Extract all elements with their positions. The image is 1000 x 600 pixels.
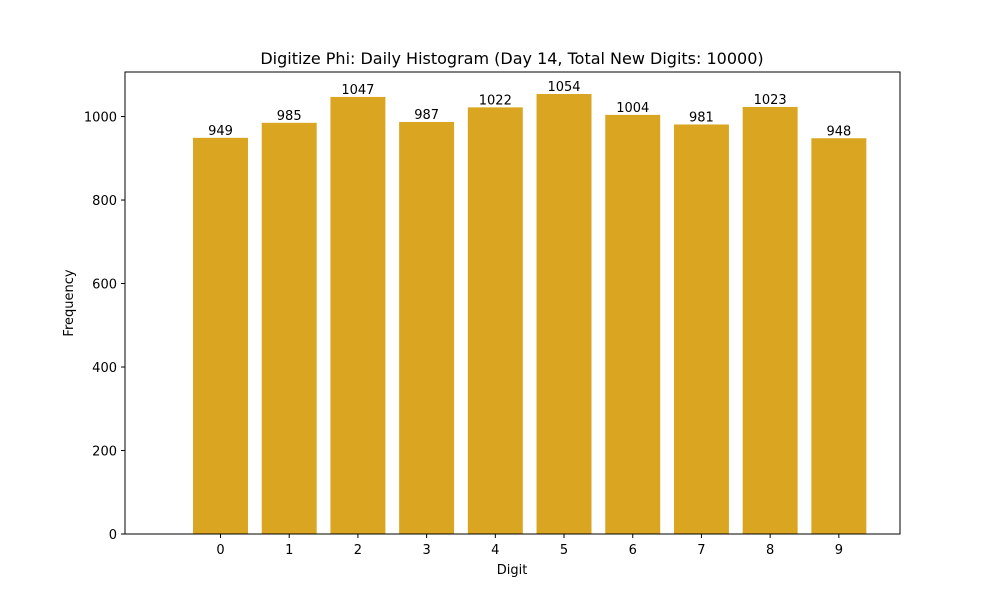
x-tick-label: 7 bbox=[697, 543, 705, 558]
x-tick-label: 5 bbox=[560, 543, 568, 558]
x-tick-label: 9 bbox=[835, 543, 843, 558]
x-tick-label: 6 bbox=[629, 543, 637, 558]
x-tick-label: 1 bbox=[285, 543, 293, 558]
bar-digit-1 bbox=[261, 122, 317, 534]
bar-digit-9 bbox=[811, 138, 867, 534]
bar-digit-4 bbox=[467, 107, 523, 534]
bars bbox=[193, 94, 867, 535]
y-axis-label: Frequency bbox=[62, 269, 77, 336]
plot-area-frame bbox=[124, 71, 901, 535]
bar-value-label: 949 bbox=[208, 124, 233, 139]
y-axis-ticks: 0 200 400 600 800 1000 bbox=[84, 111, 125, 543]
bar-value-label: 981 bbox=[689, 110, 714, 125]
bar-value-label: 1004 bbox=[616, 101, 649, 116]
y-tick-label: 1000 bbox=[84, 111, 117, 126]
bar-digit-2 bbox=[330, 96, 386, 534]
y-tick-label: 400 bbox=[92, 361, 117, 376]
x-axis-label: Digit bbox=[497, 563, 528, 578]
bar-digit-6 bbox=[605, 114, 661, 534]
y-tick-label: 800 bbox=[92, 194, 117, 209]
bar-digit-8 bbox=[742, 106, 798, 535]
bar-value-label: 987 bbox=[414, 108, 439, 123]
y-tick-label: 200 bbox=[92, 445, 117, 460]
x-tick-label: 4 bbox=[491, 543, 499, 558]
bar-digit-0 bbox=[193, 137, 248, 535]
bar-value-label: 1047 bbox=[341, 83, 374, 98]
x-tick-label: 0 bbox=[216, 543, 224, 558]
x-tick-label: 2 bbox=[354, 543, 362, 558]
bar-value-label: 1022 bbox=[479, 93, 512, 108]
bar-digit-3 bbox=[399, 121, 455, 535]
bar-digit-7 bbox=[673, 124, 729, 535]
bar-value-label: 948 bbox=[826, 124, 851, 139]
y-tick-label: 0 bbox=[109, 528, 117, 543]
x-tick-label: 8 bbox=[766, 543, 774, 558]
y-tick-label: 600 bbox=[92, 278, 117, 293]
bar-value-labels: 949 985 1047 987 1022 1054 1004 981 1023 948 bbox=[208, 80, 851, 139]
bar-value-label: 985 bbox=[277, 109, 302, 124]
x-tick-label: 3 bbox=[422, 543, 430, 558]
chart-title: Digitize Phi: Daily Histogram (Day 14, T… bbox=[260, 49, 763, 68]
bar-digit-5 bbox=[536, 94, 592, 534]
bar-value-label: 1054 bbox=[547, 80, 580, 95]
x-axis-ticks: 0 1 2 3 4 5 6 7 8 9 bbox=[216, 534, 843, 558]
bar-value-label: 1023 bbox=[754, 93, 787, 108]
